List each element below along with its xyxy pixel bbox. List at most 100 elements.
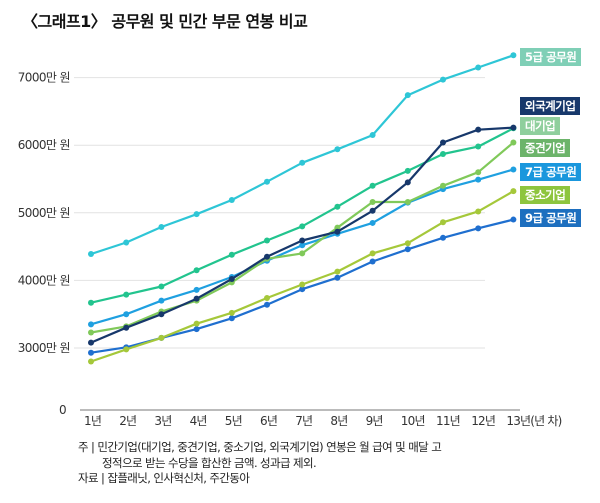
data-point xyxy=(158,283,165,290)
data-point xyxy=(299,281,306,288)
chart-title: 〈그래프1〉 공무원 및 민간 부문 연봉 비교 xyxy=(22,12,308,31)
data-point xyxy=(475,176,482,183)
data-point xyxy=(264,301,270,308)
data-point xyxy=(404,179,411,186)
data-point xyxy=(475,225,482,232)
series-4 xyxy=(88,166,517,328)
data-point xyxy=(228,276,235,283)
data-point xyxy=(440,150,446,157)
y-tick-label: 6000만 원 xyxy=(18,138,70,152)
data-point xyxy=(334,228,341,235)
data-point xyxy=(88,251,94,258)
data-point xyxy=(369,198,376,205)
series-5 xyxy=(88,188,517,365)
x-tick-label: 13년(년 차) xyxy=(506,414,561,428)
x-tick-label: 11년 xyxy=(436,414,460,428)
series-1 xyxy=(88,124,517,346)
data-point xyxy=(440,182,446,189)
x-tick-label: 7년 xyxy=(295,414,312,428)
data-point xyxy=(404,167,411,174)
data-point xyxy=(440,234,446,241)
gridlines xyxy=(74,77,520,411)
legend-label: 5급 공무원 xyxy=(520,48,582,66)
data-point xyxy=(299,286,306,293)
data-point xyxy=(158,223,165,230)
x-tick-label: 10년 xyxy=(401,414,425,428)
x-tick-label: 2년 xyxy=(119,414,136,428)
data-point xyxy=(299,237,306,244)
data-point xyxy=(88,299,94,306)
data-point xyxy=(510,216,517,223)
data-point xyxy=(88,358,94,365)
data-point xyxy=(369,250,376,257)
data-point xyxy=(334,268,341,275)
data-point xyxy=(369,182,376,189)
data-point xyxy=(193,326,200,333)
data-point xyxy=(193,267,200,274)
data-point xyxy=(404,246,411,253)
data-point xyxy=(158,334,165,341)
y-tick-label: 4000만 원 xyxy=(18,273,70,287)
data-point xyxy=(369,132,376,139)
x-tick-label: 1년 xyxy=(84,414,101,428)
data-point xyxy=(123,291,130,298)
x-tick-label: 9년 xyxy=(366,414,383,428)
data-point xyxy=(158,297,165,304)
x-tick-label: 5년 xyxy=(225,414,242,428)
data-point xyxy=(369,207,376,214)
data-point xyxy=(88,329,94,336)
series-line xyxy=(90,190,514,363)
data-point xyxy=(299,159,306,166)
data-point xyxy=(334,146,341,153)
series-2 xyxy=(88,125,517,306)
note-line-1: 주 | 민간기업(대기업, 중견기업, 중소기업, 외국계기업) 연봉은 월 급… xyxy=(78,440,442,454)
data-point xyxy=(299,250,306,257)
series-lines xyxy=(88,52,517,365)
x-axis-ticks: 1년 2년 3년 4년 5년 6년 7년 8년 9년 10년 11년 12년 13년(년 차) xyxy=(84,414,562,428)
data-point xyxy=(510,124,517,131)
data-point xyxy=(510,139,517,146)
x-tick-label: 3년 xyxy=(154,414,171,428)
series-line xyxy=(90,127,514,304)
data-point xyxy=(510,188,517,195)
data-point xyxy=(193,211,200,218)
legend-label: 7급 공무원 xyxy=(520,163,582,181)
x-tick-label: 12년 xyxy=(471,414,495,428)
footnotes: 주 | 민간기업(대기업, 중견기업, 중소기업, 외국계기업) 연봉은 월 급… xyxy=(78,440,442,487)
x-tick-label: 4년 xyxy=(190,414,207,428)
data-point xyxy=(510,52,517,59)
legend-label: 중소기업 xyxy=(520,186,571,204)
legend-label: 대기업 xyxy=(520,117,561,135)
data-point xyxy=(475,143,482,150)
y-tick-label: 3000만 원 xyxy=(18,341,70,355)
data-point xyxy=(228,196,235,203)
data-point xyxy=(404,198,411,205)
data-point xyxy=(440,139,446,146)
series-0 xyxy=(88,52,517,258)
data-point xyxy=(123,324,130,331)
y-tick-label: 5000만 원 xyxy=(18,206,70,220)
source-line: 자료 | 잡플래닛, 인사혁신처, 주간동아 xyxy=(78,471,250,485)
data-point xyxy=(264,178,270,185)
data-point xyxy=(228,309,235,316)
data-point xyxy=(88,321,94,328)
data-point xyxy=(264,237,270,244)
data-point xyxy=(193,286,200,293)
data-point xyxy=(193,295,200,302)
data-point xyxy=(299,223,306,230)
data-point xyxy=(193,320,200,327)
data-point xyxy=(228,251,235,258)
series-3 xyxy=(88,139,517,336)
legend-label: 외국계기업 xyxy=(520,97,581,115)
data-point xyxy=(299,242,306,249)
data-point xyxy=(334,203,341,210)
legend-label: 9급 공무원 xyxy=(520,209,582,227)
data-point xyxy=(510,166,517,173)
y-axis-ticks: 0 3000만 원 4000만 원 5000만 원 6000만 원 7000만 원 xyxy=(18,71,71,417)
legend-label: 중견기업 xyxy=(520,139,571,157)
data-point xyxy=(123,311,130,318)
data-point xyxy=(404,240,411,247)
note-line-2: 정적으로 받는 수당을 합산한 금액. 성과급 제외. xyxy=(102,455,317,470)
data-point xyxy=(475,169,482,176)
